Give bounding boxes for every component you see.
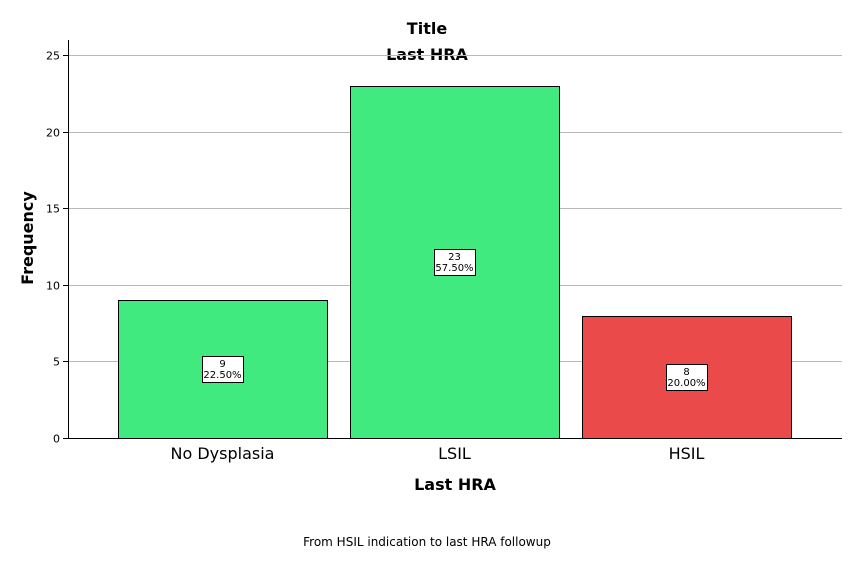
- y-tick-label-3: 15: [46, 203, 60, 216]
- y-axis-title: Frequency: [18, 191, 37, 285]
- data-label-percent-1: 57.50%: [435, 263, 473, 274]
- y-tick-label-1: 5: [53, 356, 60, 369]
- chart-title: Title: [407, 19, 448, 38]
- data-label-percent-0: 22.50%: [203, 370, 241, 381]
- y-tick-label-5: 25: [46, 50, 60, 63]
- chart-subtitle: Last HRA: [386, 45, 468, 64]
- data-label-count-1: 23: [448, 252, 461, 263]
- bars: [118, 86, 792, 439]
- axes: 0 5 10 15 20 25 No Dysplasia LSIL HSIL: [46, 40, 842, 463]
- x-tick-label-1: LSIL: [438, 444, 471, 463]
- data-label-box-2: [666, 364, 708, 391]
- data-label-count-2: 8: [683, 367, 689, 378]
- data-label-box-0: [202, 356, 244, 383]
- data-label-percent-2: 20.00%: [667, 378, 705, 389]
- x-tick-label-2: HSIL: [669, 444, 705, 463]
- footnote: From HSIL indication to last HRA followu…: [303, 535, 551, 549]
- x-tick-label-0: No Dysplasia: [171, 444, 275, 463]
- data-label-count-0: 9: [219, 359, 225, 370]
- y-tick-label-0: 0: [53, 433, 60, 446]
- x-axis-title: Last HRA: [414, 475, 496, 494]
- y-tick-label-2: 10: [46, 280, 60, 293]
- y-tick-label-4: 20: [46, 127, 60, 140]
- data-label-box-1: [434, 249, 476, 276]
